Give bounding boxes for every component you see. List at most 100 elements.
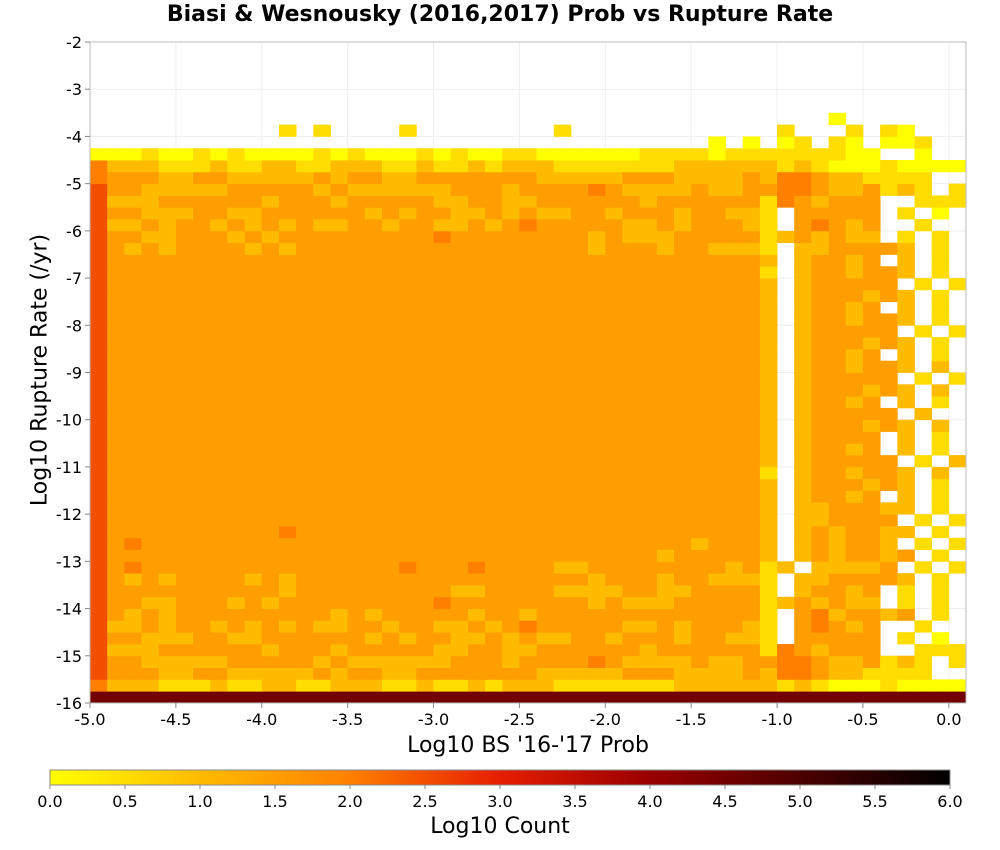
heatmap-cell [897, 573, 915, 586]
heatmap-cell [382, 230, 400, 244]
heatmap-cell [570, 301, 589, 314]
heatmap-cell [141, 573, 160, 586]
heatmap-cell [725, 148, 744, 161]
heatmap-cell [382, 608, 400, 621]
heatmap-cell [656, 289, 675, 303]
heatmap-cell [553, 502, 572, 515]
heatmap-cell [880, 160, 898, 173]
heatmap-cell [588, 278, 606, 291]
heatmap-cell [433, 278, 452, 291]
heatmap-cell [708, 466, 726, 480]
heatmap-cell [210, 360, 228, 373]
heatmap-cell [588, 242, 606, 255]
heatmap-cell [931, 596, 950, 609]
heatmap-cell [330, 160, 349, 173]
heatmap-cell [141, 337, 160, 350]
heatmap-cell [828, 348, 847, 362]
heatmap-cell [416, 549, 434, 562]
heatmap-cell [244, 372, 263, 385]
heatmap-cell [759, 478, 778, 491]
heatmap-cell [416, 525, 434, 539]
heatmap-cell [845, 289, 864, 303]
heatmap-cell [536, 325, 555, 338]
heatmap-cell [313, 266, 331, 279]
heatmap-cell [536, 502, 555, 515]
heatmap-cell [244, 643, 263, 657]
heatmap-cell [382, 384, 400, 397]
heatmap-cell [107, 608, 125, 621]
heatmap-cell [502, 490, 520, 503]
heatmap-cell [433, 337, 452, 350]
heatmap-cell [622, 289, 641, 303]
heatmap-cell [811, 608, 829, 621]
heatmap-cell [708, 195, 726, 208]
heatmap-cell [828, 372, 847, 385]
heatmap-cell [382, 667, 400, 680]
heatmap-cell [725, 278, 744, 291]
heatmap-cell [313, 632, 331, 645]
heatmap-cell [330, 230, 349, 244]
heatmap-cell [124, 490, 142, 503]
heatmap-cell [433, 455, 452, 468]
heatmap-cell [467, 171, 486, 185]
heatmap-cell [296, 396, 314, 409]
heatmap-cell [777, 230, 795, 244]
heatmap-cell [691, 643, 709, 657]
heatmap-cell [759, 584, 778, 598]
heatmap-cell [467, 337, 486, 350]
heatmap-cell [296, 219, 314, 232]
heatmap-cell [777, 124, 795, 137]
heatmap-cell [845, 608, 864, 621]
heatmap-cell [742, 502, 761, 515]
heatmap-cell [931, 384, 950, 397]
heatmap-cell [553, 396, 572, 409]
heatmap-cell [244, 254, 263, 267]
heatmap-cell [794, 431, 812, 444]
heatmap-cell [725, 632, 744, 645]
heatmap-cell [296, 443, 314, 456]
heatmap-cell [364, 372, 383, 385]
heatmap-cell [742, 584, 761, 598]
heatmap-cell [674, 502, 692, 515]
heatmap-cell [605, 596, 623, 609]
heatmap-cell [399, 608, 417, 621]
heatmap-cell [296, 490, 314, 503]
heatmap-cell [399, 230, 417, 244]
heatmap-cell [639, 278, 658, 291]
heatmap-cell [794, 360, 812, 373]
heatmap-cell [278, 348, 297, 362]
heatmap-cell [244, 384, 263, 397]
heatmap-cell [313, 325, 331, 338]
heatmap-cell [519, 537, 537, 550]
chart-title: Biasi & Wesnousky (2016,2017) Prob vs Ru… [166, 2, 834, 27]
heatmap-cell [605, 643, 623, 657]
heatmap-cell [656, 301, 675, 314]
heatmap-cell [485, 655, 503, 668]
heatmap-cell [691, 502, 709, 515]
heatmap-cell [759, 573, 778, 586]
heatmap-cell [502, 289, 520, 303]
heatmap-cell [193, 278, 211, 291]
heatmap-cell [553, 219, 572, 232]
heatmap-cell [107, 561, 125, 574]
heatmap-cell [90, 455, 108, 468]
heatmap-cell [399, 313, 417, 326]
heatmap-cell [313, 407, 331, 421]
heatmap-cell [622, 266, 641, 279]
heatmap-cell [90, 431, 108, 444]
heatmap-cell [467, 384, 486, 397]
heatmap-cell [313, 396, 331, 409]
heatmap-cell [605, 325, 623, 338]
heatmap-cell [227, 667, 245, 680]
heatmap-cell [502, 525, 520, 539]
heatmap-cell [450, 278, 469, 291]
heatmap-cell [313, 148, 331, 161]
heatmap-cell [862, 360, 881, 373]
heatmap-cell [330, 643, 349, 657]
heatmap-cell [828, 620, 847, 633]
heatmap-cell [382, 195, 400, 208]
heatmap-cell [158, 278, 177, 291]
heatmap-cell [811, 490, 829, 503]
heatmap-cell [570, 655, 589, 668]
heatmap-cell [107, 219, 125, 232]
